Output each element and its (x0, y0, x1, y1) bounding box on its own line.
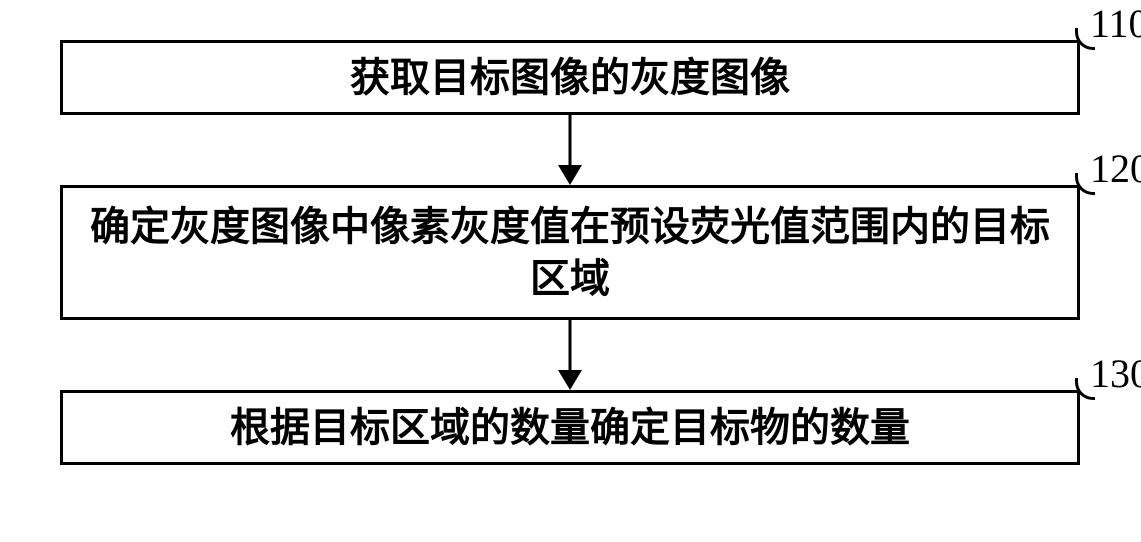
arrow-1-head (558, 165, 582, 185)
flow-step-2: 确定灰度图像中像素灰度值在预设荧光值范围内的目标区域 (60, 185, 1080, 320)
arrow-2-head (558, 370, 582, 390)
flow-step-1-label: 110 (1090, 0, 1141, 47)
flow-step-3-text: 根据目标区域的数量确定目标物的数量 (210, 392, 930, 464)
flow-step-2-text: 确定灰度图像中像素灰度值在预设荧光值范围内的目标区域 (63, 191, 1077, 315)
flow-step-3: 根据目标区域的数量确定目标物的数量 (60, 390, 1080, 465)
flow-step-1-text: 获取目标图像的灰度图像 (330, 42, 810, 114)
arrow-2-line (569, 320, 572, 370)
flow-step-3-label: 130 (1090, 350, 1141, 397)
flow-step-2-label: 120 (1090, 145, 1141, 192)
flow-step-1: 获取目标图像的灰度图像 (60, 40, 1080, 115)
arrow-1-line (569, 115, 572, 165)
